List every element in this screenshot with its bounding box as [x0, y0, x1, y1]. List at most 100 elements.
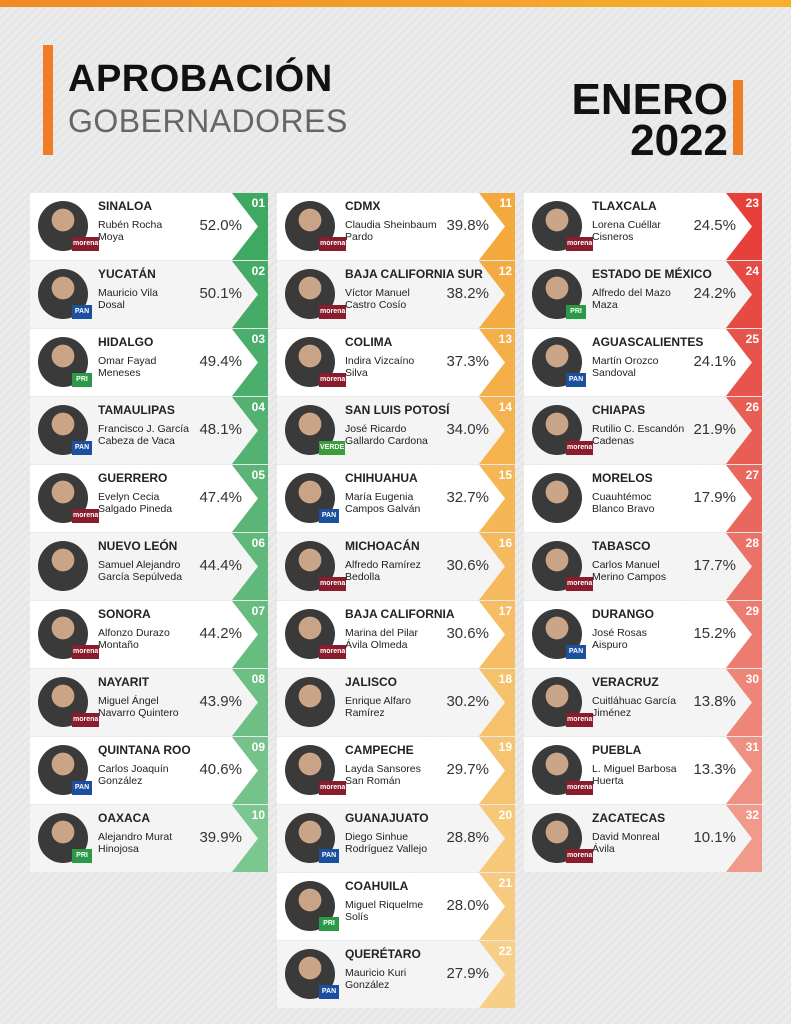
governor-name: Omar Fayad [98, 355, 157, 367]
governor-name: Rutilio C. Escandón [592, 423, 685, 435]
party-logo: PAN [566, 373, 586, 387]
party-logo: VERDE [319, 441, 346, 455]
party-logo: morena [319, 305, 347, 319]
rank: 14 [498, 400, 512, 414]
approval: 21.9% [693, 421, 736, 438]
rank-chevron [232, 737, 268, 804]
governor-row: 04 PAN TAMAULIPAS Francisco J. García Cabeza… [30, 397, 268, 464]
state-name: CDMX [345, 199, 381, 213]
rank: 18 [498, 672, 512, 686]
governor-name: Rubén Rocha [98, 219, 163, 231]
party-logo: morena [319, 373, 347, 387]
approval: 30.6% [446, 557, 489, 574]
approval: 28.0% [446, 897, 489, 914]
governor-row: 22 PAN QUERÉTARO Mauricio Kuri González 27.9% [277, 941, 515, 1008]
governor-name: Alejandro Murat [98, 831, 173, 843]
governor-row: 12 morena BAJA CALIFORNIA SUR Víctor Manuel… [277, 261, 515, 328]
approval: 40.6% [199, 761, 242, 778]
party-logo: morena [566, 713, 594, 727]
state-name: CHIAPAS [592, 403, 646, 417]
governor-name: Navarro Quintero [98, 707, 179, 719]
rank-chevron [726, 397, 762, 464]
rank-chevron [726, 261, 762, 328]
rank-chevron [479, 329, 515, 396]
governor-row: 20 PAN GUANAJUATO Diego Sinhue Rodríguez Val… [277, 805, 515, 872]
rank-chevron [232, 669, 268, 736]
governor-name: Carlos Joaquín [98, 763, 169, 775]
rank: 03 [251, 332, 265, 346]
governor-name: Cadenas [592, 435, 635, 447]
rank: 30 [745, 672, 759, 686]
rank-chevron [479, 261, 515, 328]
month: ENERO [571, 75, 728, 124]
state-name: ZACATECAS [592, 811, 666, 825]
year: 2022 [630, 116, 728, 165]
governor-row: 15 PAN CHIHUAHUA María Eugenia Campos Galván… [277, 465, 515, 532]
party-logo: morena [319, 645, 347, 659]
governor-name: González [98, 775, 143, 787]
governor-name: Silva [345, 367, 368, 379]
party-logo: PRI [72, 849, 92, 863]
approval: 32.7% [446, 489, 489, 506]
state-name: GUANAJUATO [345, 811, 429, 825]
photo [285, 677, 335, 727]
governor-name: Marina del Pilar [345, 627, 418, 639]
accent-bar [43, 45, 53, 155]
state-name: OAXACA [98, 811, 151, 825]
governor-name: Castro Cosío [345, 299, 407, 311]
governor-name: Moya [98, 231, 124, 243]
approval: 52.0% [199, 217, 242, 234]
approval: 17.9% [693, 489, 736, 506]
rank-chevron [726, 193, 762, 260]
rank: 19 [498, 740, 512, 754]
state-name: COAHUILA [345, 879, 409, 893]
governor-name: Meneses [98, 367, 141, 379]
rank-chevron [726, 669, 762, 736]
governor-name: Cuauhtémoc [592, 491, 652, 503]
rank: 01 [251, 196, 265, 210]
approval: 47.4% [199, 489, 242, 506]
governor-row: 13 morena COLIMA Indira Vizcaíno Silva 37.3% [277, 329, 515, 396]
governor-row: 23 morena TLAXCALA Lorena Cuéllar Cisneros 24… [524, 193, 762, 260]
party-logo: morena [566, 441, 594, 455]
governor-row: 19 morena CAMPECHE Layda Sansores San Román 2… [277, 737, 515, 804]
party-logo: PAN [319, 985, 339, 999]
rank: 07 [251, 604, 265, 618]
approval: 28.8% [446, 829, 489, 846]
governor-name: Huerta [592, 775, 624, 787]
governor-name: Blanco Bravo [592, 503, 655, 515]
party-logo: morena [72, 237, 100, 251]
governor-name: Cisneros [592, 231, 634, 243]
governor-name: David Monreal [592, 831, 660, 843]
state-name: CAMPECHE [345, 743, 414, 757]
governor-name: Montaño [98, 639, 139, 651]
approval: 29.7% [446, 761, 489, 778]
governor-name: Solís [345, 911, 369, 923]
rank-chevron [479, 601, 515, 668]
state-name: SINALOA [98, 199, 152, 213]
governor-name: Miguel Ángel [98, 695, 159, 707]
approval: 38.2% [446, 285, 489, 302]
state-name: YUCATÁN [98, 267, 156, 281]
governor-row: 14 VERDE SAN LUIS POTOSÍ José Ricardo Gallar… [277, 397, 515, 464]
rank: 08 [251, 672, 265, 686]
party-logo: morena [566, 849, 594, 863]
governor-name: Maza [592, 299, 618, 311]
governor-name: Campos Galván [345, 503, 421, 515]
governor-name: Cuitláhuac García [592, 695, 677, 707]
photo [532, 473, 582, 523]
governor-name: Diego Sinhue [345, 831, 409, 843]
state-name: BAJA CALIFORNIA [345, 607, 455, 621]
approval: 30.2% [446, 693, 489, 710]
rank: 29 [745, 604, 759, 618]
governor-name: Alfredo del Mazo [592, 287, 671, 299]
governor-row: 32 morena ZACATECAS David Monreal Ávila 10.1% [524, 805, 762, 872]
state-name: SAN LUIS POTOSÍ [345, 403, 450, 417]
governor-name: Alfonzo Durazo [98, 627, 170, 639]
governor-row: 16 morena MICHOACÁN Alfredo Ramírez Bedolla 3… [277, 533, 515, 600]
governor-name: Alfredo Ramírez [345, 559, 421, 571]
approval: 10.1% [693, 829, 736, 846]
state-name: VERACRUZ [592, 675, 659, 689]
party-logo: morena [72, 645, 100, 659]
rank: 11 [499, 196, 512, 210]
